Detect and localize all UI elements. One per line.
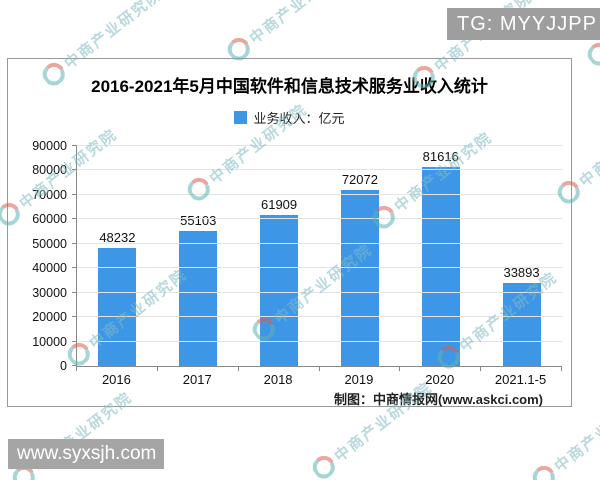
y-tick-label: 90000 xyxy=(32,139,67,153)
x-tick-mark xyxy=(156,366,158,371)
bar-group: 48232 xyxy=(77,146,158,366)
tg-watermark-box: TG: MYYJJPP xyxy=(447,8,600,40)
y-tick-mark xyxy=(72,291,77,293)
gridline xyxy=(77,316,562,318)
y-tick-mark xyxy=(72,267,77,269)
bar-group: 33893 xyxy=(481,146,562,366)
y-tick-label: 80000 xyxy=(32,163,67,178)
gridline xyxy=(77,169,562,171)
plot-area: 48232 55103 61909 72072 81616 33893 xyxy=(72,145,562,367)
y-tick-mark xyxy=(72,316,77,318)
chart-legend: 业务收入：亿元 xyxy=(8,108,571,127)
x-tick-label: 2021.1-5 xyxy=(494,372,547,387)
tg-watermark-label: TG: MYYJJPP xyxy=(457,12,597,35)
watermark-text: 中商产业研究院 xyxy=(576,103,600,191)
y-tick-label: 10000 xyxy=(32,334,67,349)
y-tick-mark xyxy=(72,218,77,220)
y-tick-mark xyxy=(72,193,77,195)
watermark-text: 中商产业研究院 xyxy=(246,0,351,48)
watermark: 中商产业研究院 xyxy=(224,0,352,64)
bar-value-label: 81616 xyxy=(422,148,459,164)
y-tick-label: 30000 xyxy=(32,285,67,300)
x-tick-mark xyxy=(399,366,401,371)
gridline xyxy=(77,291,562,293)
y-axis-ticks: 0 10000 20000 30000 40000 50000 60000 70000 8000… xyxy=(8,139,70,373)
site-watermark-label: www.syxsjh.com xyxy=(17,443,157,464)
y-tick-mark xyxy=(72,340,77,342)
x-tick-mark xyxy=(76,366,77,371)
legend-swatch-icon xyxy=(234,111,248,124)
x-tick-mark xyxy=(480,366,482,371)
bar-group: 61909 xyxy=(239,146,320,366)
chart-attribution: 制图：中商情报网(www.askci.com) xyxy=(334,392,543,407)
bar-2016 xyxy=(98,248,137,366)
x-tick-mark xyxy=(561,366,562,371)
x-tick-mark xyxy=(318,366,320,371)
gridline xyxy=(77,218,562,220)
x-tick-label: 2020 xyxy=(425,372,455,387)
gridline xyxy=(77,193,562,195)
bar-group: 55103 xyxy=(158,146,239,366)
y-tick-mark xyxy=(72,169,77,171)
bar-2017 xyxy=(179,231,218,366)
bar-2019 xyxy=(340,189,379,366)
site-watermark-box: www.syxsjh.com xyxy=(8,439,164,469)
gridline xyxy=(77,340,562,342)
bar-group: 81616 xyxy=(400,146,481,366)
legend-label: 业务收入：亿元 xyxy=(253,111,345,126)
y-tick-mark xyxy=(72,365,77,366)
gridline xyxy=(77,145,562,146)
y-tick-mark xyxy=(72,242,77,244)
bar-group: 72072 xyxy=(319,146,400,366)
bar-value-label: 72072 xyxy=(341,171,378,187)
chart-container: 2016-2021年5月中国软件和信息技术服务业收入统计 业务收入：亿元 0 10… xyxy=(7,58,572,407)
x-axis-labels: 2016 2017 2018 2019 2020 2021.1-5 xyxy=(76,372,561,387)
y-tick-label: 50000 xyxy=(32,236,67,251)
bar-2018 xyxy=(260,214,299,366)
x-tick-label: 2016 xyxy=(101,372,131,387)
gridline xyxy=(77,242,562,244)
bars: 48232 55103 61909 72072 81616 33893 xyxy=(77,146,562,366)
x-tick-label: 2018 xyxy=(263,372,293,387)
bar-value-label: 48232 xyxy=(99,230,136,246)
y-tick-label: 60000 xyxy=(32,212,67,227)
bar-value-label: 33893 xyxy=(503,265,540,281)
gridline xyxy=(77,267,562,269)
x-tick-label: 2019 xyxy=(344,372,374,387)
y-tick-mark xyxy=(72,145,77,146)
bar-value-label: 61909 xyxy=(260,196,298,212)
y-tick-label: 0 xyxy=(60,359,67,373)
x-tick-label: 2017 xyxy=(182,372,212,387)
x-tick-mark xyxy=(237,366,239,371)
y-tick-label: 70000 xyxy=(32,187,67,202)
bar-2020 xyxy=(421,166,460,366)
chart-title: 2016-2021年5月中国软件和信息技术服务业收入统计 xyxy=(91,77,488,96)
y-tick-label: 40000 xyxy=(32,261,67,276)
bar-2021.1-5 xyxy=(502,283,541,366)
y-tick-label: 20000 xyxy=(32,310,67,325)
bar-value-label: 55103 xyxy=(180,213,217,229)
